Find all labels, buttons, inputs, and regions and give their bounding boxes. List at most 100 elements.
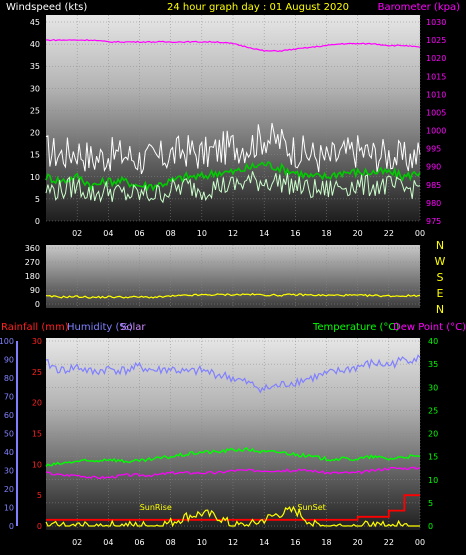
direction-grid (46, 245, 421, 308)
humidity-tick-label: 90 (4, 356, 14, 365)
windspeed-tick-label: 0 (35, 217, 40, 226)
climate-series (45, 354, 421, 528)
series-solar (45, 505, 420, 528)
temperature-tick-label: 20 (428, 430, 438, 439)
windspeed-tick-label: 5 (35, 195, 40, 204)
series-rainfall (46, 494, 420, 521)
annotation-sunset: SunSet (297, 503, 325, 512)
rainfall-ticks: 0 5 10 15 20 25 30 (32, 337, 42, 531)
humidity-tick-label: 10 (4, 504, 14, 513)
climate-time-tick-label: 14 (259, 538, 269, 547)
direction-tick-label: 270 (25, 258, 40, 267)
windspeed-tick-label: 10 (30, 173, 40, 182)
direction-tick-label: 180 (25, 272, 40, 281)
compass-label: N (436, 239, 444, 252)
climate-time-tick-label: 02 (72, 538, 82, 547)
direction-plot-area (46, 245, 420, 308)
legend-temperature: Temperature (°C) (312, 322, 399, 333)
wind-time-tick-label: 20 (353, 229, 363, 238)
humidity-tick-label: 80 (4, 374, 14, 383)
windspeed-tick-label: 30 (30, 84, 40, 93)
annotation-sunrise: SunRise (140, 503, 172, 512)
wind-time-tick-label: 16 (290, 229, 300, 238)
barometer-tick-label: 1000 (426, 127, 446, 136)
humidity-tick-label: 50 (4, 430, 14, 439)
windspeed-tick-label: 45 (30, 18, 40, 27)
wind-time-tick-label: 14 (259, 229, 269, 238)
rainfall-tick-label: 5 (37, 491, 42, 500)
windspeed-tick-label: 20 (30, 129, 40, 138)
temperature-tick-label: 0 (428, 522, 433, 531)
barometer-tick-label: 1010 (426, 90, 446, 99)
sun-annotations: SunRise SunSet (140, 503, 326, 512)
wind-time-tick-label: 12 (228, 229, 238, 238)
direction-tick-label: 0 (35, 300, 40, 309)
climate-time-tick-label: 18 (321, 538, 331, 547)
humidity-tick-label: 30 (4, 467, 14, 476)
wind-time-tick-label: 22 (384, 229, 394, 238)
humidity-tick-label: 100 (0, 337, 14, 346)
barometer-tick-label: 975 (426, 217, 441, 226)
temperature-ticks: 0 5 10 15 20 25 30 35 40 (428, 337, 438, 531)
windspeed-tick-label: 25 (30, 106, 40, 115)
barometer-tick-label: 1015 (426, 72, 446, 81)
compass-label: E (437, 287, 444, 300)
temperature-tick-label: 35 (428, 360, 438, 369)
barometer-tick-label: 1020 (426, 54, 446, 63)
rainfall-tick-label: 20 (32, 399, 42, 408)
barometer-tick-label: 995 (426, 145, 441, 154)
windspeed-axis-title: Windspeed (kts) (6, 2, 87, 13)
series-wind (45, 122, 421, 175)
climate-time-tick-label: 20 (353, 538, 363, 547)
barometer-tick-label: 985 (426, 181, 441, 190)
climate-time-tick-label: 22 (384, 538, 394, 547)
legend-rainfall: Rainfall (mm) (1, 322, 69, 333)
windspeed-tick-label: 35 (30, 62, 40, 71)
wind-time-tick-label: 02 (72, 229, 82, 238)
climate-time-tick-label: 00 (415, 538, 425, 547)
wind-time-tick-label: 00 (415, 229, 425, 238)
series-humidity (45, 354, 421, 394)
series-avg-wind (45, 160, 421, 192)
rainfall-tick-label: 25 (32, 368, 42, 377)
temperature-tick-label: 25 (428, 406, 438, 415)
humidity-tick-label: 70 (4, 393, 14, 402)
temperature-tick-label: 30 (428, 383, 438, 392)
wind-time-ticks: 02 04 06 08 10 12 14 16 18 20 22 00 (72, 229, 425, 238)
barometer-tick-label: 990 (426, 163, 441, 172)
compass-label: W (435, 255, 446, 268)
barometer-axis-title: Barometer (kpa) (378, 2, 460, 13)
rainfall-tick-label: 30 (32, 337, 42, 346)
series-gust-band (45, 171, 421, 204)
rainfall-tick-label: 0 (37, 522, 42, 531)
climate-time-tick-label: 10 (197, 538, 207, 547)
rainfall-tick-label: 10 (32, 460, 42, 469)
windspeed-ticks: 0 5 10 15 20 25 30 35 40 45 (30, 18, 40, 226)
humidity-tick-label: 0 (9, 522, 14, 531)
humidity-tick-label: 60 (4, 411, 14, 420)
compass-label: S (437, 271, 444, 284)
series-barometer (45, 38, 421, 53)
barometer-tick-label: 1005 (426, 108, 446, 117)
direction-tick-label: 90 (30, 286, 40, 295)
wind-series (45, 38, 421, 204)
climate-time-tick-label: 12 (228, 538, 238, 547)
humidity-tick-label: 40 (4, 448, 14, 457)
climate-time-tick-label: 06 (134, 538, 144, 547)
legend-humidity: Humidity (%) (67, 322, 133, 333)
legend-solar: Solar (120, 322, 146, 333)
graph-title: 24 hour graph day : 01 August 2020 (167, 2, 349, 13)
rainfall-tick-label: 15 (32, 430, 42, 439)
direction-ticks: 0 90 180 270 360 (25, 244, 40, 309)
wind-time-tick-label: 04 (103, 229, 113, 238)
temperature-tick-label: 15 (428, 453, 438, 462)
series-dew (45, 466, 421, 480)
climate-time-ticks: 02 04 06 08 10 12 14 16 18 20 22 00 (72, 538, 425, 547)
series-direction (45, 292, 421, 299)
direction-tick-label: 360 (25, 244, 40, 253)
